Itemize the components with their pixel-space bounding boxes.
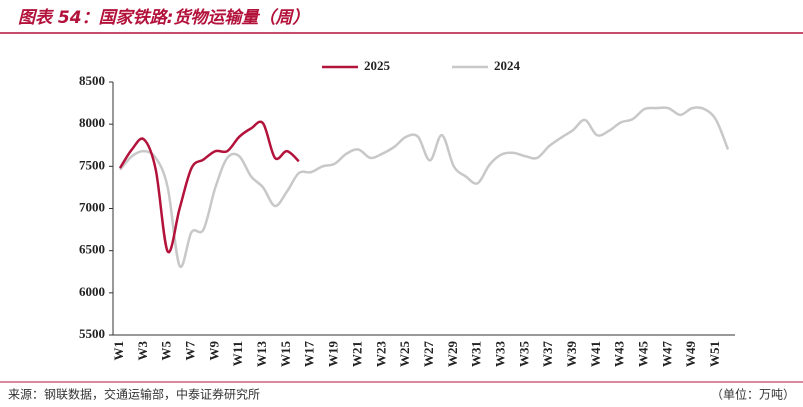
- x-tick-label: W49: [683, 341, 698, 368]
- x-tick-label: W9: [206, 341, 221, 361]
- x-tick-label: W51: [707, 341, 722, 367]
- x-tick-label: W23: [373, 341, 388, 368]
- x-tick-label: W29: [445, 341, 460, 368]
- y-tick-label: 7500: [79, 157, 105, 172]
- x-tick-label: W5: [159, 341, 174, 361]
- source: 来源：钢联数据，交通运输部，中泰证券研究所: [8, 387, 260, 402]
- x-tick-label: W21: [349, 341, 364, 367]
- y-tick-label: 6500: [79, 242, 105, 257]
- x-tick-label: W31: [469, 341, 484, 367]
- x-tick-label: W17: [302, 341, 317, 368]
- y-tick-label: 7000: [79, 199, 105, 214]
- x-tick-label: W11: [230, 341, 245, 366]
- series-line: [119, 106, 730, 269]
- legend-label: 2025: [364, 58, 391, 73]
- legend-label: 2024: [494, 58, 521, 73]
- y-tick-label: 5500: [79, 326, 105, 341]
- unit: （单位：万吨）: [711, 387, 795, 402]
- x-tick-label: W27: [421, 341, 436, 368]
- x-tick-label: W25: [397, 341, 412, 368]
- x-tick-label: W3: [135, 341, 150, 361]
- x-tick-label: W1: [111, 341, 126, 361]
- x-tick-label: W37: [540, 341, 555, 368]
- y-tick-label: 8500: [79, 73, 105, 88]
- series-line: [118, 120, 300, 254]
- y-tick-label: 8000: [79, 115, 105, 130]
- x-tick-label: W43: [612, 341, 627, 368]
- x-tick-label: W35: [516, 341, 531, 368]
- x-tick-label: W41: [588, 341, 603, 367]
- x-tick-label: W7: [183, 341, 198, 361]
- chart-title: 图表 54：国家铁路:货物运输量（周）: [18, 8, 309, 28]
- x-tick-label: W13: [254, 341, 269, 368]
- x-tick-label: W47: [659, 341, 674, 368]
- x-tick-label: W33: [492, 341, 507, 368]
- y-tick-label: 6000: [79, 284, 105, 299]
- x-tick-label: W45: [636, 341, 651, 368]
- x-tick-label: W19: [326, 341, 341, 368]
- x-tick-label: W15: [278, 341, 293, 368]
- x-tick-label: W39: [564, 341, 579, 368]
